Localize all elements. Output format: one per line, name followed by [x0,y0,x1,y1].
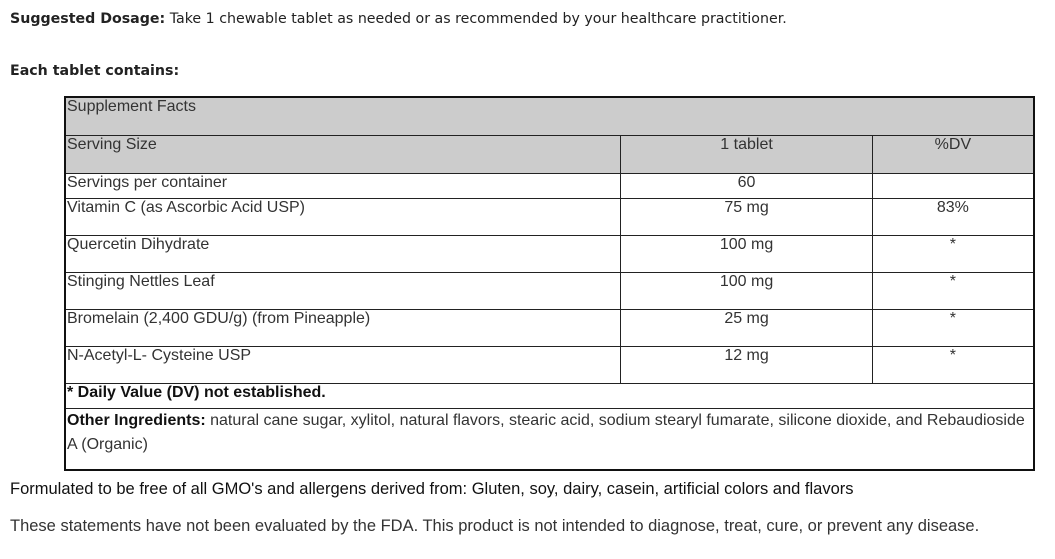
other-ingredients-label: Other Ingredients: [67,412,206,429]
ingredient-name: Bromelain (2,400 GDU/g) (from Pineapple) [64,309,622,347]
header-dv: %DV [871,135,1035,174]
ingredient-amount: 12 mg [620,346,873,384]
header-serving-size: Serving Size [64,135,622,174]
other-ingredients-row: Other Ingredients: natural cane sugar, x… [64,408,1035,471]
ingredient-amount: 75 mg [620,198,873,236]
ingredient-dv [871,173,1035,199]
other-ingredients: Other Ingredients: natural cane sugar, x… [64,408,1035,471]
ingredient-name: Vitamin C (as Ascorbic Acid USP) [64,198,622,236]
dosage-label: Suggested Dosage: [10,11,166,27]
other-ingredients-text: natural cane sugar, xylitol, natural fla… [67,412,1025,453]
table-row: Stinging Nettles Leaf 100 mg * [64,272,1035,310]
facts-title: Supplement Facts [64,96,1035,136]
ingredient-dv: * [871,346,1035,384]
ingredient-name: Quercetin Dihydrate [64,235,622,273]
ingredient-amount: 25 mg [620,309,873,347]
table-row: Quercetin Dihydrate 100 mg * [64,235,1035,273]
table-row: Vitamin C (as Ascorbic Acid USP) 75 mg 8… [64,198,1035,236]
ingredient-name: Stinging Nettles Leaf [64,272,622,310]
facts-header-row: Serving Size 1 tablet %DV [64,135,1035,174]
ingredient-amount: 100 mg [620,272,873,310]
ingredient-name: N-Acetyl-L- Cysteine USP [64,346,622,384]
suggested-dosage: Suggested Dosage: Take 1 chewable tablet… [10,11,787,27]
facts-title-row: Supplement Facts [64,96,1035,136]
dv-note-row: * Daily Value (DV) not established. [64,383,1035,409]
ingredient-amount: 100 mg [620,235,873,273]
gmo-statement: Formulated to be free of all GMO's and a… [10,480,854,498]
header-amount: 1 tablet [620,135,873,174]
ingredient-name: Servings per container [64,173,622,199]
table-row: Servings per container 60 [64,173,1035,199]
ingredient-dv: 83% [871,198,1035,236]
dv-note: * Daily Value (DV) not established. [64,383,1035,409]
fda-disclaimer: These statements have not been evaluated… [10,517,980,535]
ingredient-dv: * [871,309,1035,347]
ingredient-dv: * [871,272,1035,310]
table-row: Bromelain (2,400 GDU/g) (from Pineapple)… [64,309,1035,347]
table-row: N-Acetyl-L- Cysteine USP 12 mg * [64,346,1035,384]
ingredient-dv: * [871,235,1035,273]
dosage-text: Take 1 chewable tablet as needed or as r… [165,11,787,27]
supplement-facts-table: Supplement Facts Serving Size 1 tablet %… [64,96,1035,471]
ingredient-amount: 60 [620,173,873,199]
each-tablet-heading: Each tablet contains: [10,63,180,79]
